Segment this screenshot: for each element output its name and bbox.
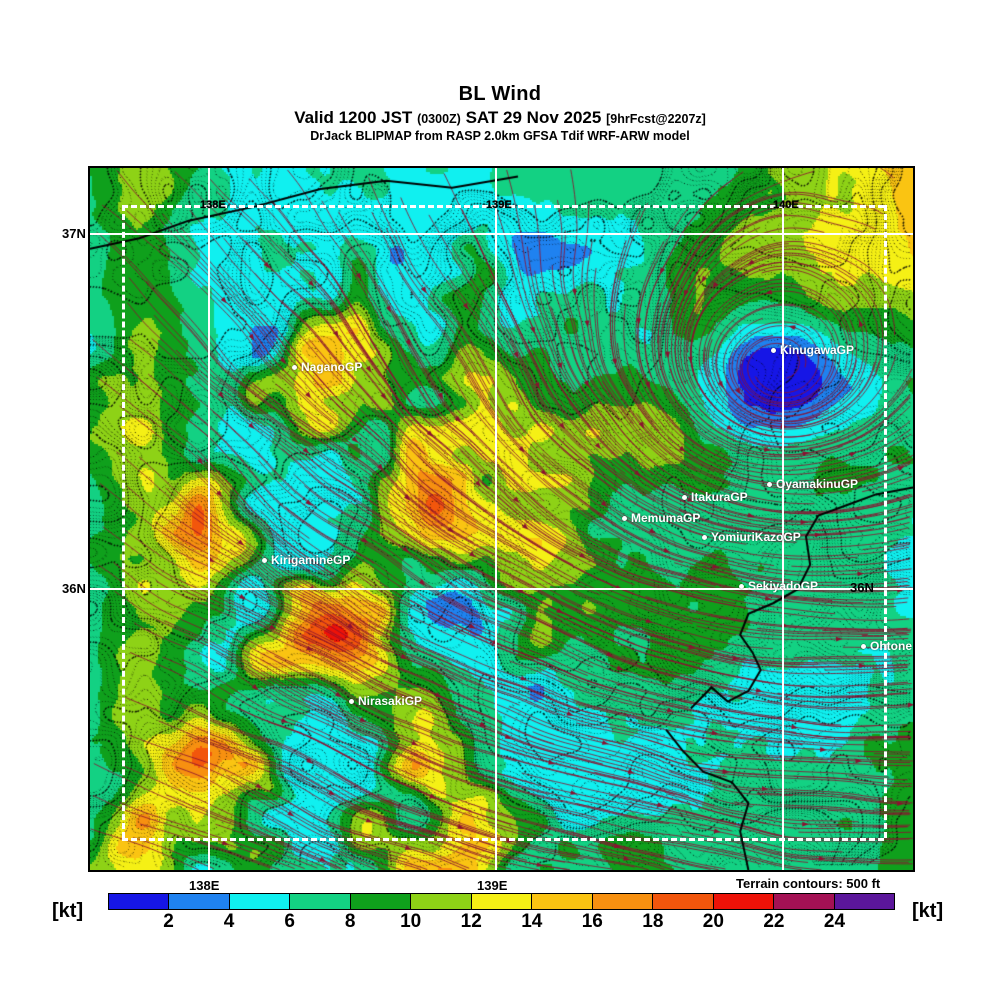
domain-boundary-bottom — [122, 838, 884, 841]
colorbar-segment-7 — [532, 894, 593, 909]
gridline-lon-138e — [208, 168, 210, 870]
colorbar-segment-11 — [774, 894, 835, 909]
station-marker[interactable]: Ohtone — [861, 639, 912, 653]
station-dot-icon — [349, 698, 354, 704]
station-label: ItakuraGP — [691, 490, 748, 504]
station-dot-icon — [262, 557, 267, 563]
station-label: KinugawaGP — [780, 343, 855, 357]
station-label: NirasakiGP — [358, 694, 423, 708]
wind-speed-field — [90, 168, 913, 870]
domain-boundary-top — [122, 205, 884, 208]
station-dot-icon — [702, 534, 707, 540]
station-dot-icon — [292, 364, 297, 370]
colorbar-tick-10: 10 — [400, 911, 422, 932]
station-marker[interactable]: OyamakinuGP — [767, 477, 858, 491]
station-marker[interactable]: MemumaGP — [622, 511, 700, 525]
valid-date: SAT 29 Nov 2025 — [465, 108, 602, 127]
axis-lat-label-36n: 36N — [62, 581, 86, 596]
colorbar-segment-3 — [290, 894, 351, 909]
colorbar-segment-4 — [350, 894, 412, 909]
colorbar-segment-2 — [229, 894, 291, 909]
station-label: SekiyadoGP — [748, 579, 819, 593]
colorbar-segment-9 — [653, 894, 714, 909]
colorbar-segment-1 — [169, 894, 230, 909]
colorbar-tick-12: 12 — [460, 911, 482, 932]
station-marker[interactable]: FujiganeGP — [390, 869, 466, 870]
colorbar-segment-10 — [713, 894, 775, 909]
unit-label-left: [kt] — [52, 900, 84, 922]
gridline-lon-140e — [782, 168, 784, 870]
colorbar-tick-18: 18 — [642, 911, 664, 932]
station-label: OyamakinuGP — [776, 477, 859, 491]
map-lon-label-138e: 138E — [200, 199, 226, 211]
station-dot-icon — [622, 515, 627, 521]
domain-boundary-left — [122, 205, 125, 838]
station-marker[interactable]: NirasakiGP — [349, 694, 422, 708]
colorbar-segment-0 — [109, 894, 170, 909]
map-lon-label-139e: 139E — [486, 199, 512, 211]
station-marker[interactable]: KirigamineGP — [262, 553, 350, 567]
station-dot-icon — [771, 347, 776, 353]
colorbar-segment-8 — [592, 894, 654, 909]
forecast-tag: [9hrFcst@2207z] — [606, 112, 706, 126]
colorbar-ticks: 2 4 6 8 10 12 14 16 18 20 22 24 — [108, 911, 895, 937]
station-label: NaganoGP — [301, 360, 363, 374]
gridline-lat-37n — [90, 233, 913, 235]
colorbar-tick-6: 6 — [284, 911, 295, 932]
station-marker[interactable]: YomiuriKazoGP — [702, 530, 801, 544]
domain-boundary-right — [884, 205, 887, 838]
station-marker[interactable]: NaganoGP — [292, 360, 362, 374]
valid-time-prefix: Valid 1200 JST — [294, 108, 413, 127]
unit-label-right: [kt] — [912, 900, 944, 922]
colorbar-legend: 2 4 6 8 10 12 14 16 18 20 22 24 — [0, 893, 1000, 943]
axis-lat-label-37n: 37N — [62, 226, 86, 241]
colorbar-tick-2: 2 — [163, 911, 174, 932]
station-label: Ohtone — [870, 639, 912, 653]
station-marker[interactable]: ItakuraGP — [682, 490, 748, 504]
terrain-contour-note: Terrain contours: 500 ft — [736, 876, 881, 891]
colorbar-tick-8: 8 — [344, 911, 356, 932]
weather-map[interactable]: 138E 139E 140E 36N NaganoGP KirigamineGP… — [88, 166, 915, 872]
colorbar-tick-22: 22 — [763, 911, 785, 932]
gridline-lon-139e — [495, 168, 497, 870]
station-label: MemumaGP — [631, 511, 701, 525]
gridline-lat-36n — [90, 588, 913, 590]
map-lat-label-36n-right: 36N — [850, 580, 874, 595]
colorbar-segment-12 — [834, 894, 895, 909]
station-dot-icon — [861, 643, 866, 649]
page-title: BL Wind — [458, 83, 542, 105]
colorbar-tick-24: 24 — [823, 911, 846, 932]
colorbar-swatches[interactable] — [108, 893, 895, 910]
valid-time-utc: (0300Z) — [417, 112, 461, 126]
axis-lon-label-139e: 139E — [477, 878, 508, 893]
axis-lon-label-138e: 138E — [189, 878, 220, 893]
station-marker[interactable]: KinugawaGP — [771, 343, 854, 357]
station-label: KirigamineGP — [271, 553, 351, 567]
colorbar-segment-5 — [411, 894, 472, 909]
title-block: BL Wind Valid 1200 JST (0300Z) SAT 29 No… — [0, 84, 1000, 143]
valid-time-line: Valid 1200 JST (0300Z) SAT 29 Nov 2025 [… — [0, 109, 1000, 126]
station-dot-icon — [767, 481, 772, 487]
colorbar-segment-6 — [471, 894, 533, 909]
map-lon-label-140e: 140E — [773, 199, 799, 211]
station-dot-icon — [739, 583, 744, 589]
station-label: FujiganeGP — [399, 869, 466, 870]
colorbar-tick-16: 16 — [581, 911, 603, 932]
station-label: YomiuriKazoGP — [711, 530, 801, 544]
station-dot-icon — [682, 494, 687, 500]
model-subtitle: DrJack BLIPMAP from RASP 2.0km GFSA Tdif… — [310, 129, 690, 143]
colorbar-tick-20: 20 — [702, 911, 724, 932]
colorbar-tick-4: 4 — [223, 911, 235, 932]
colorbar-tick-14: 14 — [521, 911, 543, 932]
station-marker[interactable]: SekiyadoGP — [739, 579, 818, 593]
